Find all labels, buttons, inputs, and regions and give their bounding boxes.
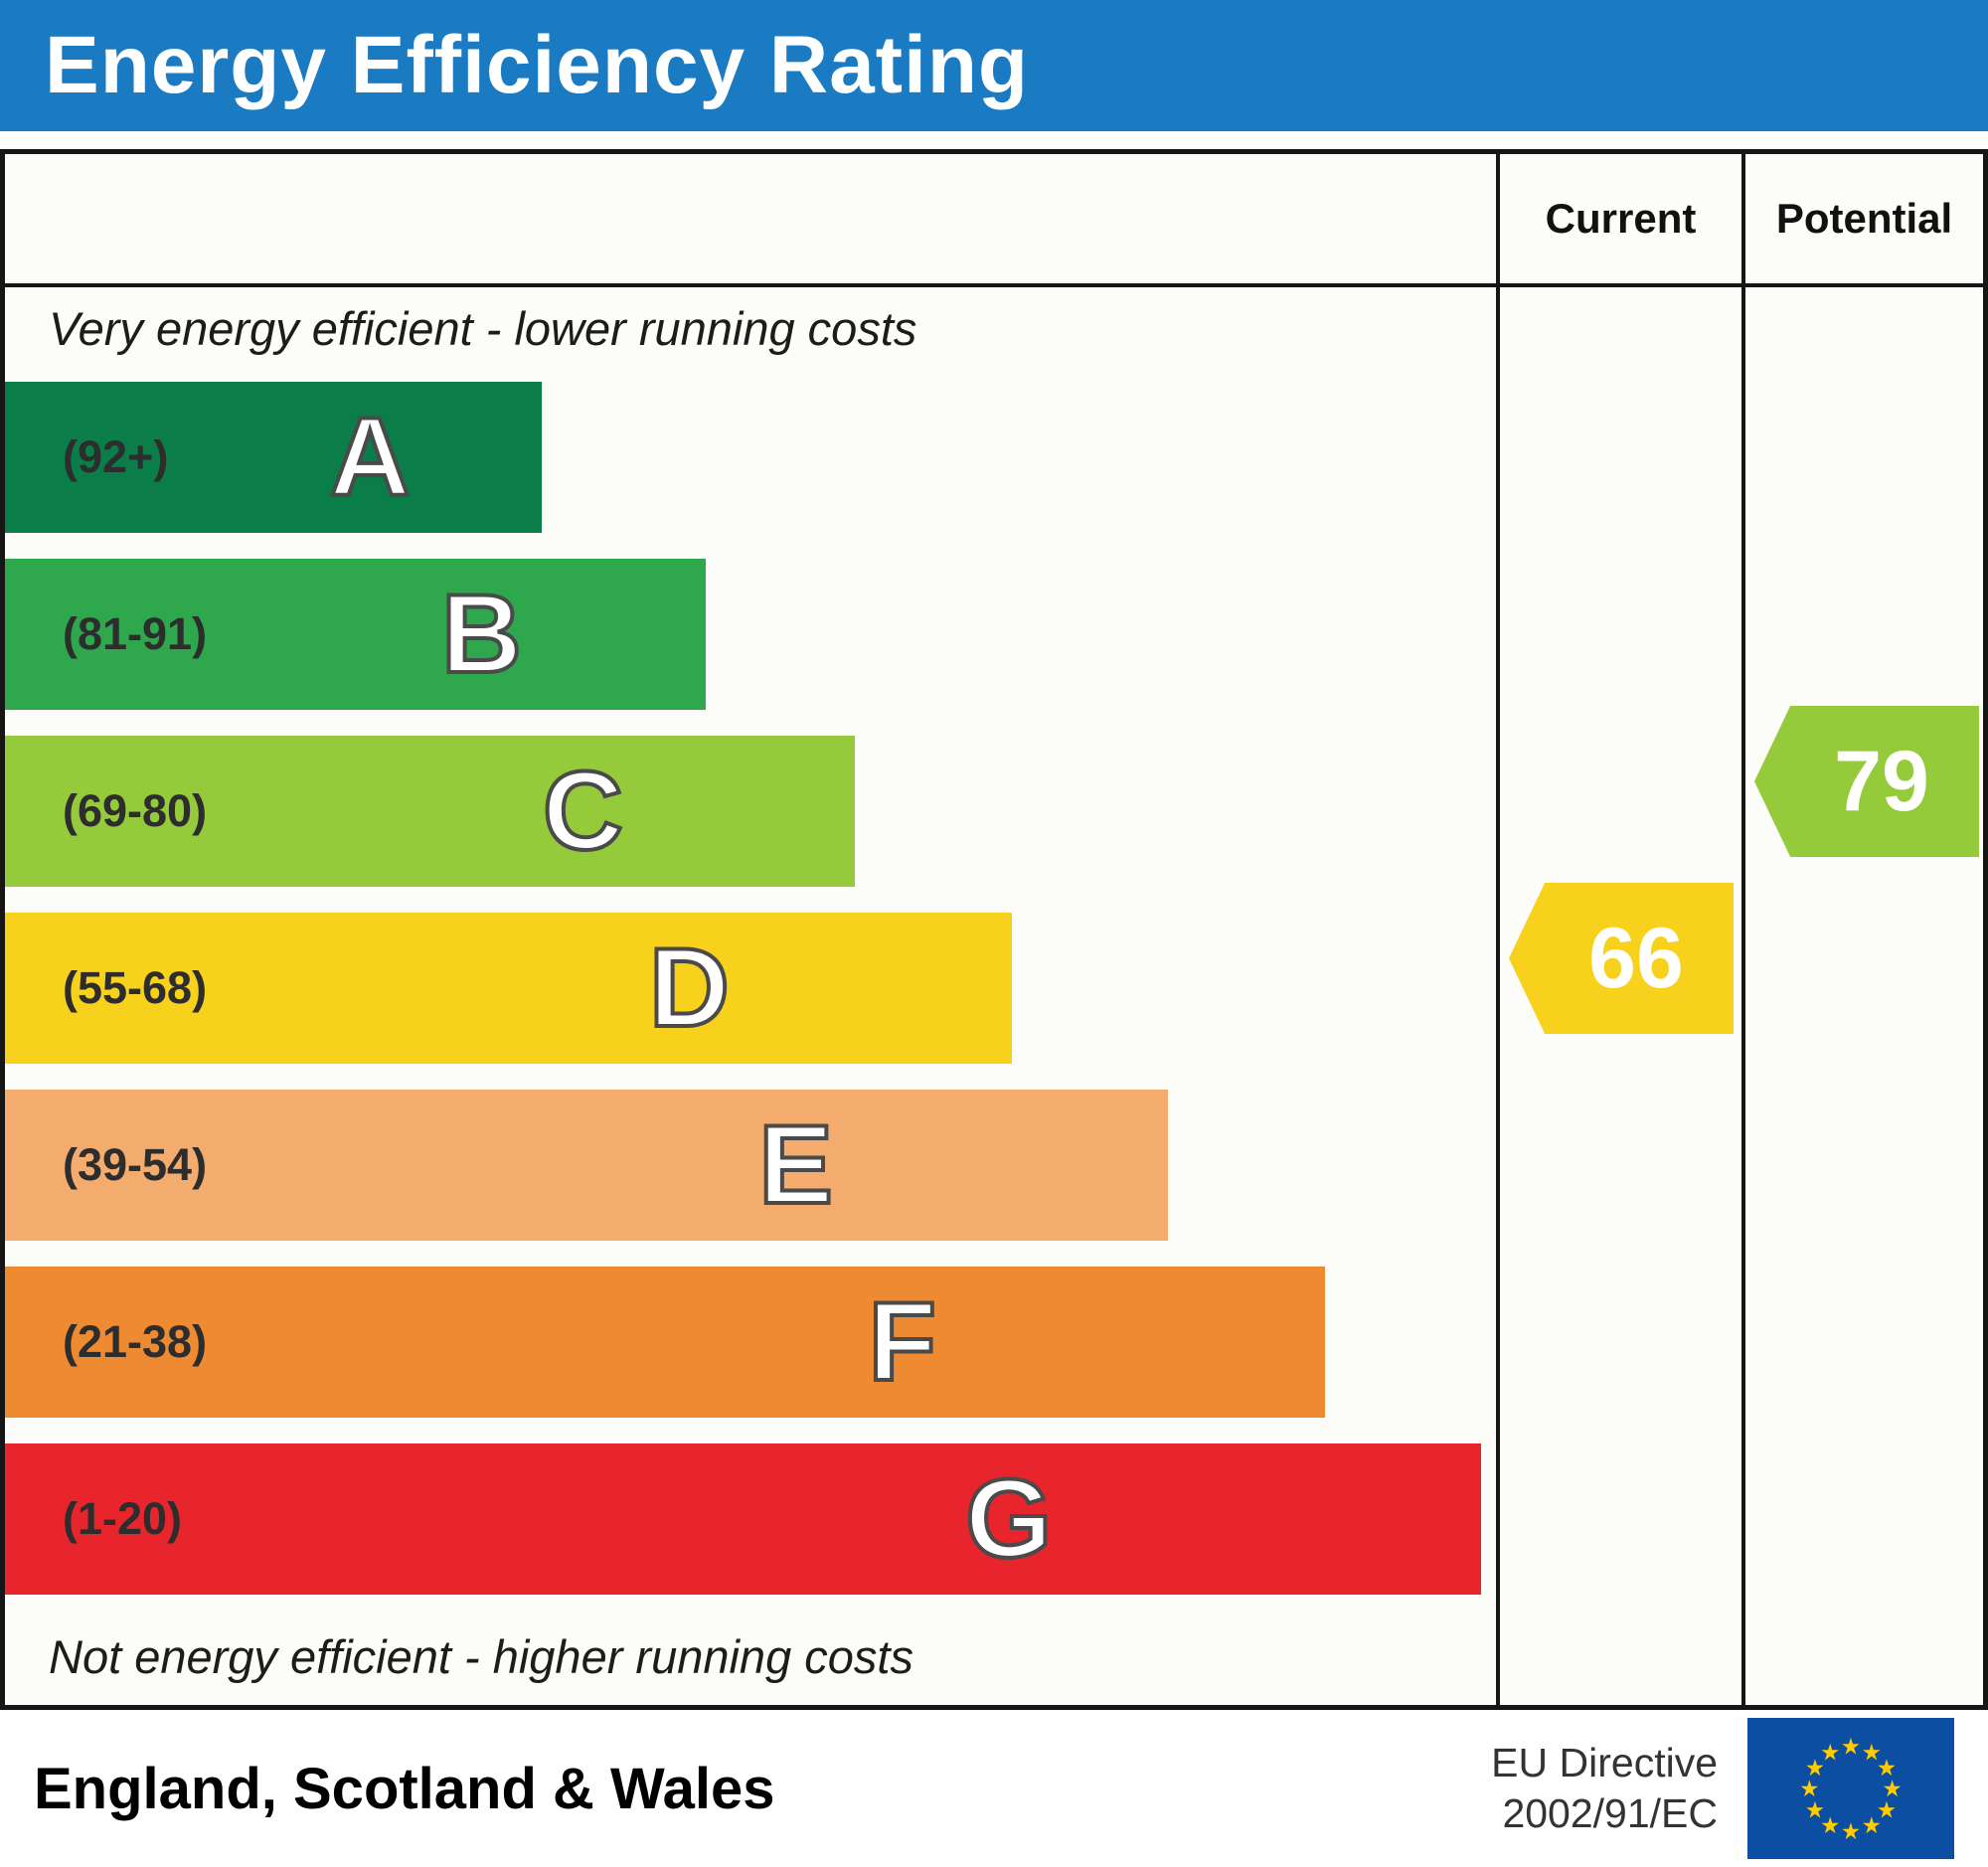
band-row-e: (39-54) E: [5, 1077, 1496, 1254]
band-bar-a: (92+) A: [5, 382, 542, 533]
band-range-label: (92+): [63, 431, 169, 482]
current-column: 66: [1496, 287, 1741, 1705]
svg-text:★: ★: [1877, 1755, 1897, 1781]
band-range-label: (21-38): [63, 1316, 208, 1367]
band-letter: B: [439, 572, 524, 696]
bottom-note: Not energy efficient - higher running co…: [49, 1629, 913, 1683]
svg-text:★: ★: [1841, 1818, 1861, 1844]
svg-text:★: ★: [1805, 1796, 1825, 1822]
rating-table: Current Potential Very energy efficient …: [0, 149, 1988, 1710]
band-bar-g: (1-20) G: [5, 1443, 1481, 1595]
band-range-label: (39-54): [63, 1139, 208, 1190]
band-row-f: (21-38) F: [5, 1254, 1496, 1431]
band-bar-b: (81-91) B: [5, 559, 706, 710]
region-label: England, Scotland & Wales: [34, 1756, 775, 1821]
band-letter: C: [541, 749, 625, 873]
band-row-b: (81-91) B: [5, 546, 1496, 723]
band-row-g: (1-20) G: [5, 1431, 1496, 1608]
page-title: Energy Efficiency Rating: [45, 20, 1030, 110]
band-bar-c: (69-80) C: [5, 736, 855, 887]
band-range-label: (81-91): [63, 608, 208, 659]
svg-text:★: ★: [1820, 1739, 1840, 1765]
svg-text:★: ★: [1841, 1733, 1861, 1759]
band-letter: G: [963, 1456, 1054, 1581]
bands-container: (92+) A (81-91) B (69-80) C (55-68) D (39-54) E (2…: [5, 369, 1496, 1608]
band-letter: E: [756, 1103, 835, 1227]
band-range-label: (1-20): [63, 1493, 183, 1544]
band-bar-f: (21-38) F: [5, 1267, 1325, 1418]
svg-text:★: ★: [1862, 1739, 1882, 1765]
current-column-header: Current: [1496, 154, 1741, 287]
eu-directive-label: EU Directive 2002/91/EC: [1491, 1738, 1718, 1840]
chart-header-spacer: [5, 154, 1496, 287]
potential-rating-value: 79: [1834, 733, 1929, 829]
potential-column-header: Potential: [1741, 154, 1983, 287]
band-row-a: (92+) A: [5, 369, 1496, 546]
band-row-c: (69-80) C: [5, 723, 1496, 900]
band-bar-d: (55-68) D: [5, 913, 1012, 1064]
current-rating-arrow: 66: [1509, 883, 1734, 1034]
band-row-d: (55-68) D: [5, 900, 1496, 1077]
svg-text:★: ★: [1862, 1812, 1882, 1838]
title-bar: Energy Efficiency Rating: [0, 0, 1988, 131]
bands-column: Very energy efficient - lower running co…: [5, 287, 1496, 1705]
eu-directive-line1: EU Directive: [1491, 1739, 1718, 1785]
current-rating-value: 66: [1588, 910, 1684, 1006]
footer-right: EU Directive 2002/91/EC ★ ★ ★ ★ ★ ★ ★ ★ ★ ★ ★ ★: [1491, 1718, 1954, 1859]
band-letter: A: [328, 395, 413, 519]
band-range-label: (55-68): [63, 962, 208, 1013]
band-bar-e: (39-54) E: [5, 1090, 1168, 1241]
band-range-label: (69-80): [63, 785, 208, 836]
band-letter: D: [647, 926, 732, 1050]
top-note: Very energy efficient - lower running co…: [49, 301, 917, 355]
svg-text:★: ★: [1820, 1812, 1840, 1838]
band-letter: F: [866, 1279, 937, 1404]
svg-text:★: ★: [1799, 1776, 1819, 1801]
footer: England, Scotland & Wales EU Directive 2…: [0, 1710, 1988, 1867]
eu-directive-line2: 2002/91/EC: [1502, 1790, 1718, 1836]
svg-text:★: ★: [1883, 1776, 1903, 1801]
potential-rating-arrow: 79: [1754, 706, 1979, 857]
svg-text:★: ★: [1877, 1796, 1897, 1822]
eu-flag-icon: ★ ★ ★ ★ ★ ★ ★ ★ ★ ★ ★ ★: [1747, 1718, 1954, 1859]
potential-column: 79: [1741, 287, 1983, 1705]
svg-text:★: ★: [1805, 1755, 1825, 1781]
